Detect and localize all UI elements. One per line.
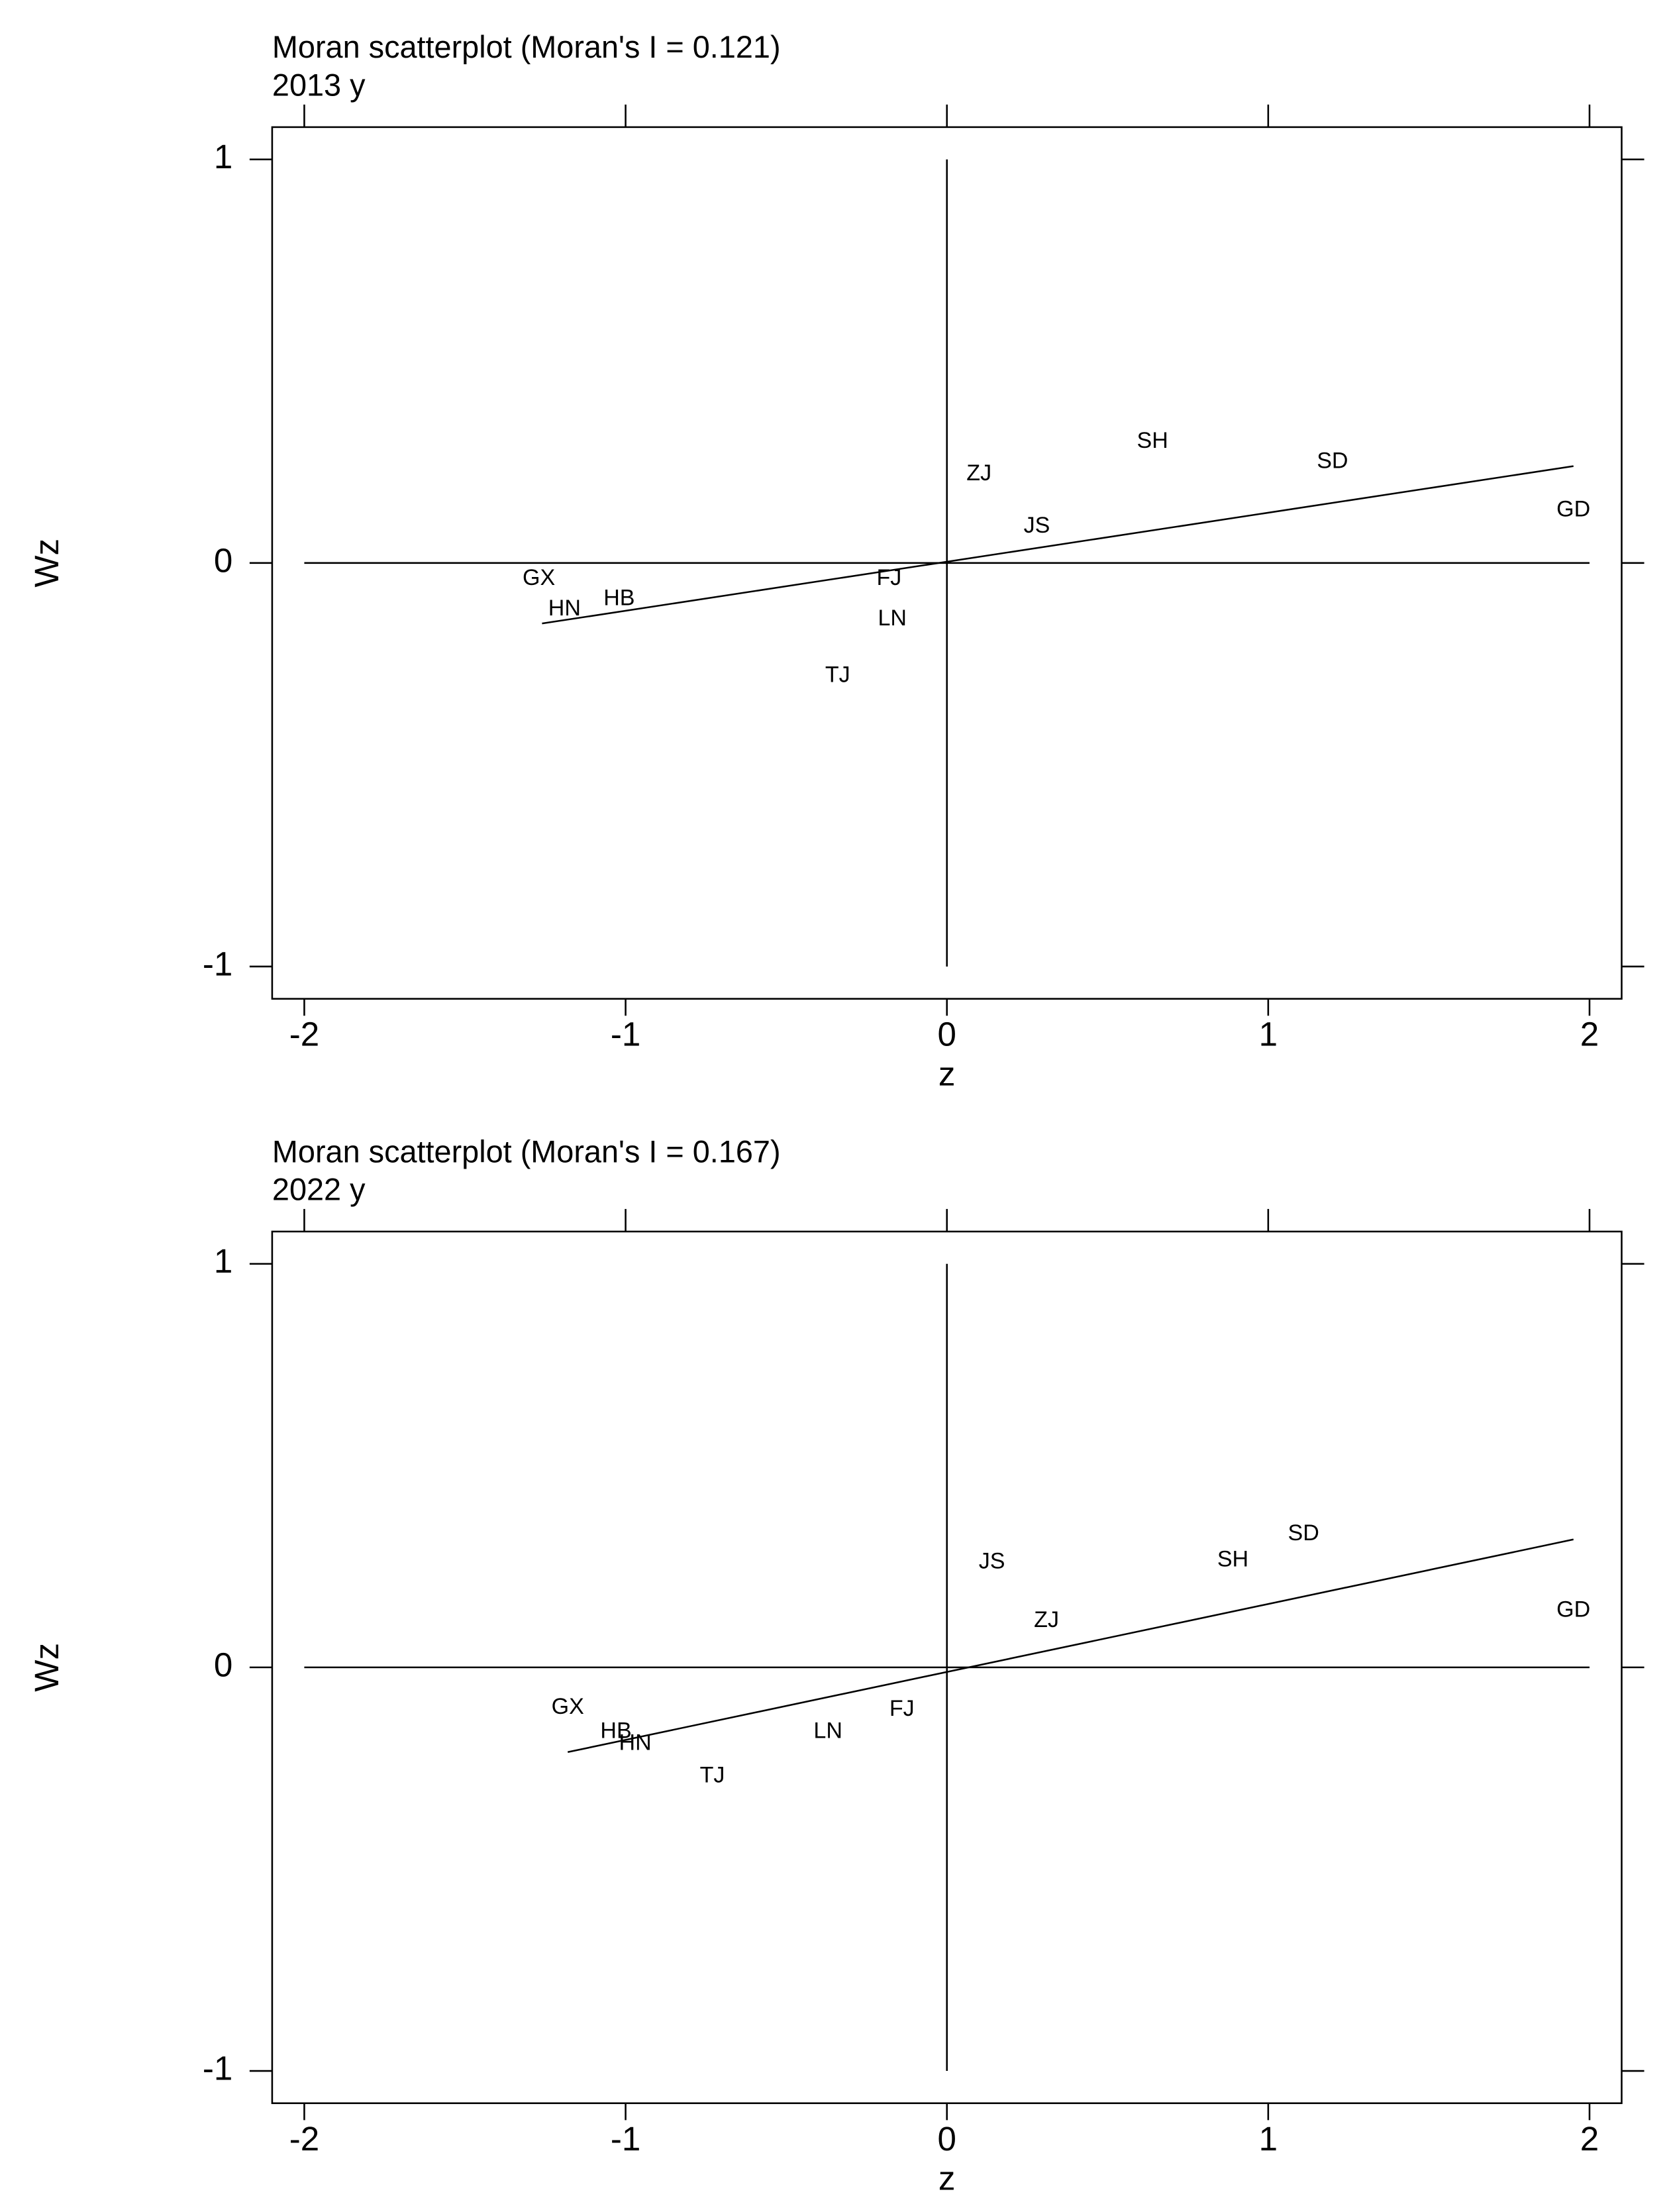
point-label: TJ	[825, 662, 850, 687]
y-tick-label: 0	[214, 541, 232, 579]
point-label: SD	[1317, 448, 1348, 474]
point-label: ZJ	[1034, 1607, 1059, 1632]
point-label: SH	[1217, 1546, 1248, 1571]
chart-title: Moran scatterplot (Moran's I = 0.167)	[272, 1134, 781, 1169]
point-label: JS	[979, 1549, 1005, 1574]
point-label: FJ	[876, 565, 901, 590]
x-tick-label: -1	[611, 2120, 640, 2158]
x-tick-label: -1	[611, 1016, 640, 1053]
point-label: ZJ	[966, 460, 991, 486]
point-label: LN	[813, 1718, 842, 1743]
x-tick-label: 0	[937, 1016, 956, 1053]
point-label: SH	[1137, 428, 1168, 453]
point-label: GX	[523, 565, 555, 590]
y-tick-label: 0	[214, 1646, 232, 1683]
point-label: HB	[603, 586, 634, 611]
fit-line	[567, 1538, 1574, 1754]
chart-subtitle: 2013 y	[272, 68, 366, 103]
x-tick-label: 2	[1580, 2120, 1599, 2158]
y-tick-label: 1	[214, 138, 232, 176]
point-label: HB	[600, 1718, 631, 1743]
x-tick-label: 1	[1259, 2120, 1278, 2158]
x-tick-label: 2	[1580, 1016, 1599, 1053]
point-label: HN	[619, 1730, 652, 1756]
x-axis-label: z	[938, 2159, 956, 2197]
point-label: GX	[552, 1694, 584, 1719]
point-label: JS	[1024, 513, 1050, 538]
x-tick-label: 0	[937, 2120, 956, 2158]
point-label: SD	[1288, 1520, 1319, 1546]
y-tick-label: 1	[214, 1242, 232, 1280]
point-label: FJ	[889, 1696, 915, 1721]
y-tick-label: -1	[203, 2050, 232, 2087]
chart-title: Moran scatterplot (Moran's I = 0.121)	[272, 30, 781, 64]
chart-subtitle: 2022 y	[272, 1173, 366, 1207]
point-label: TJ	[700, 1762, 725, 1787]
fit-line	[542, 465, 1574, 625]
y-axis-label: Wz	[28, 539, 66, 588]
x-tick-label: -2	[289, 1016, 319, 1053]
point-label: LN	[878, 606, 907, 631]
y-tick-label: -1	[203, 945, 232, 982]
x-tick-label: -2	[289, 2120, 319, 2158]
x-tick-label: 1	[1259, 1016, 1278, 1053]
y-axis-label: Wz	[28, 1643, 66, 1692]
point-label: GD	[1556, 497, 1590, 522]
point-label: GD	[1556, 1597, 1590, 1622]
point-label: HN	[548, 596, 581, 621]
x-axis-label: z	[938, 1055, 956, 1092]
